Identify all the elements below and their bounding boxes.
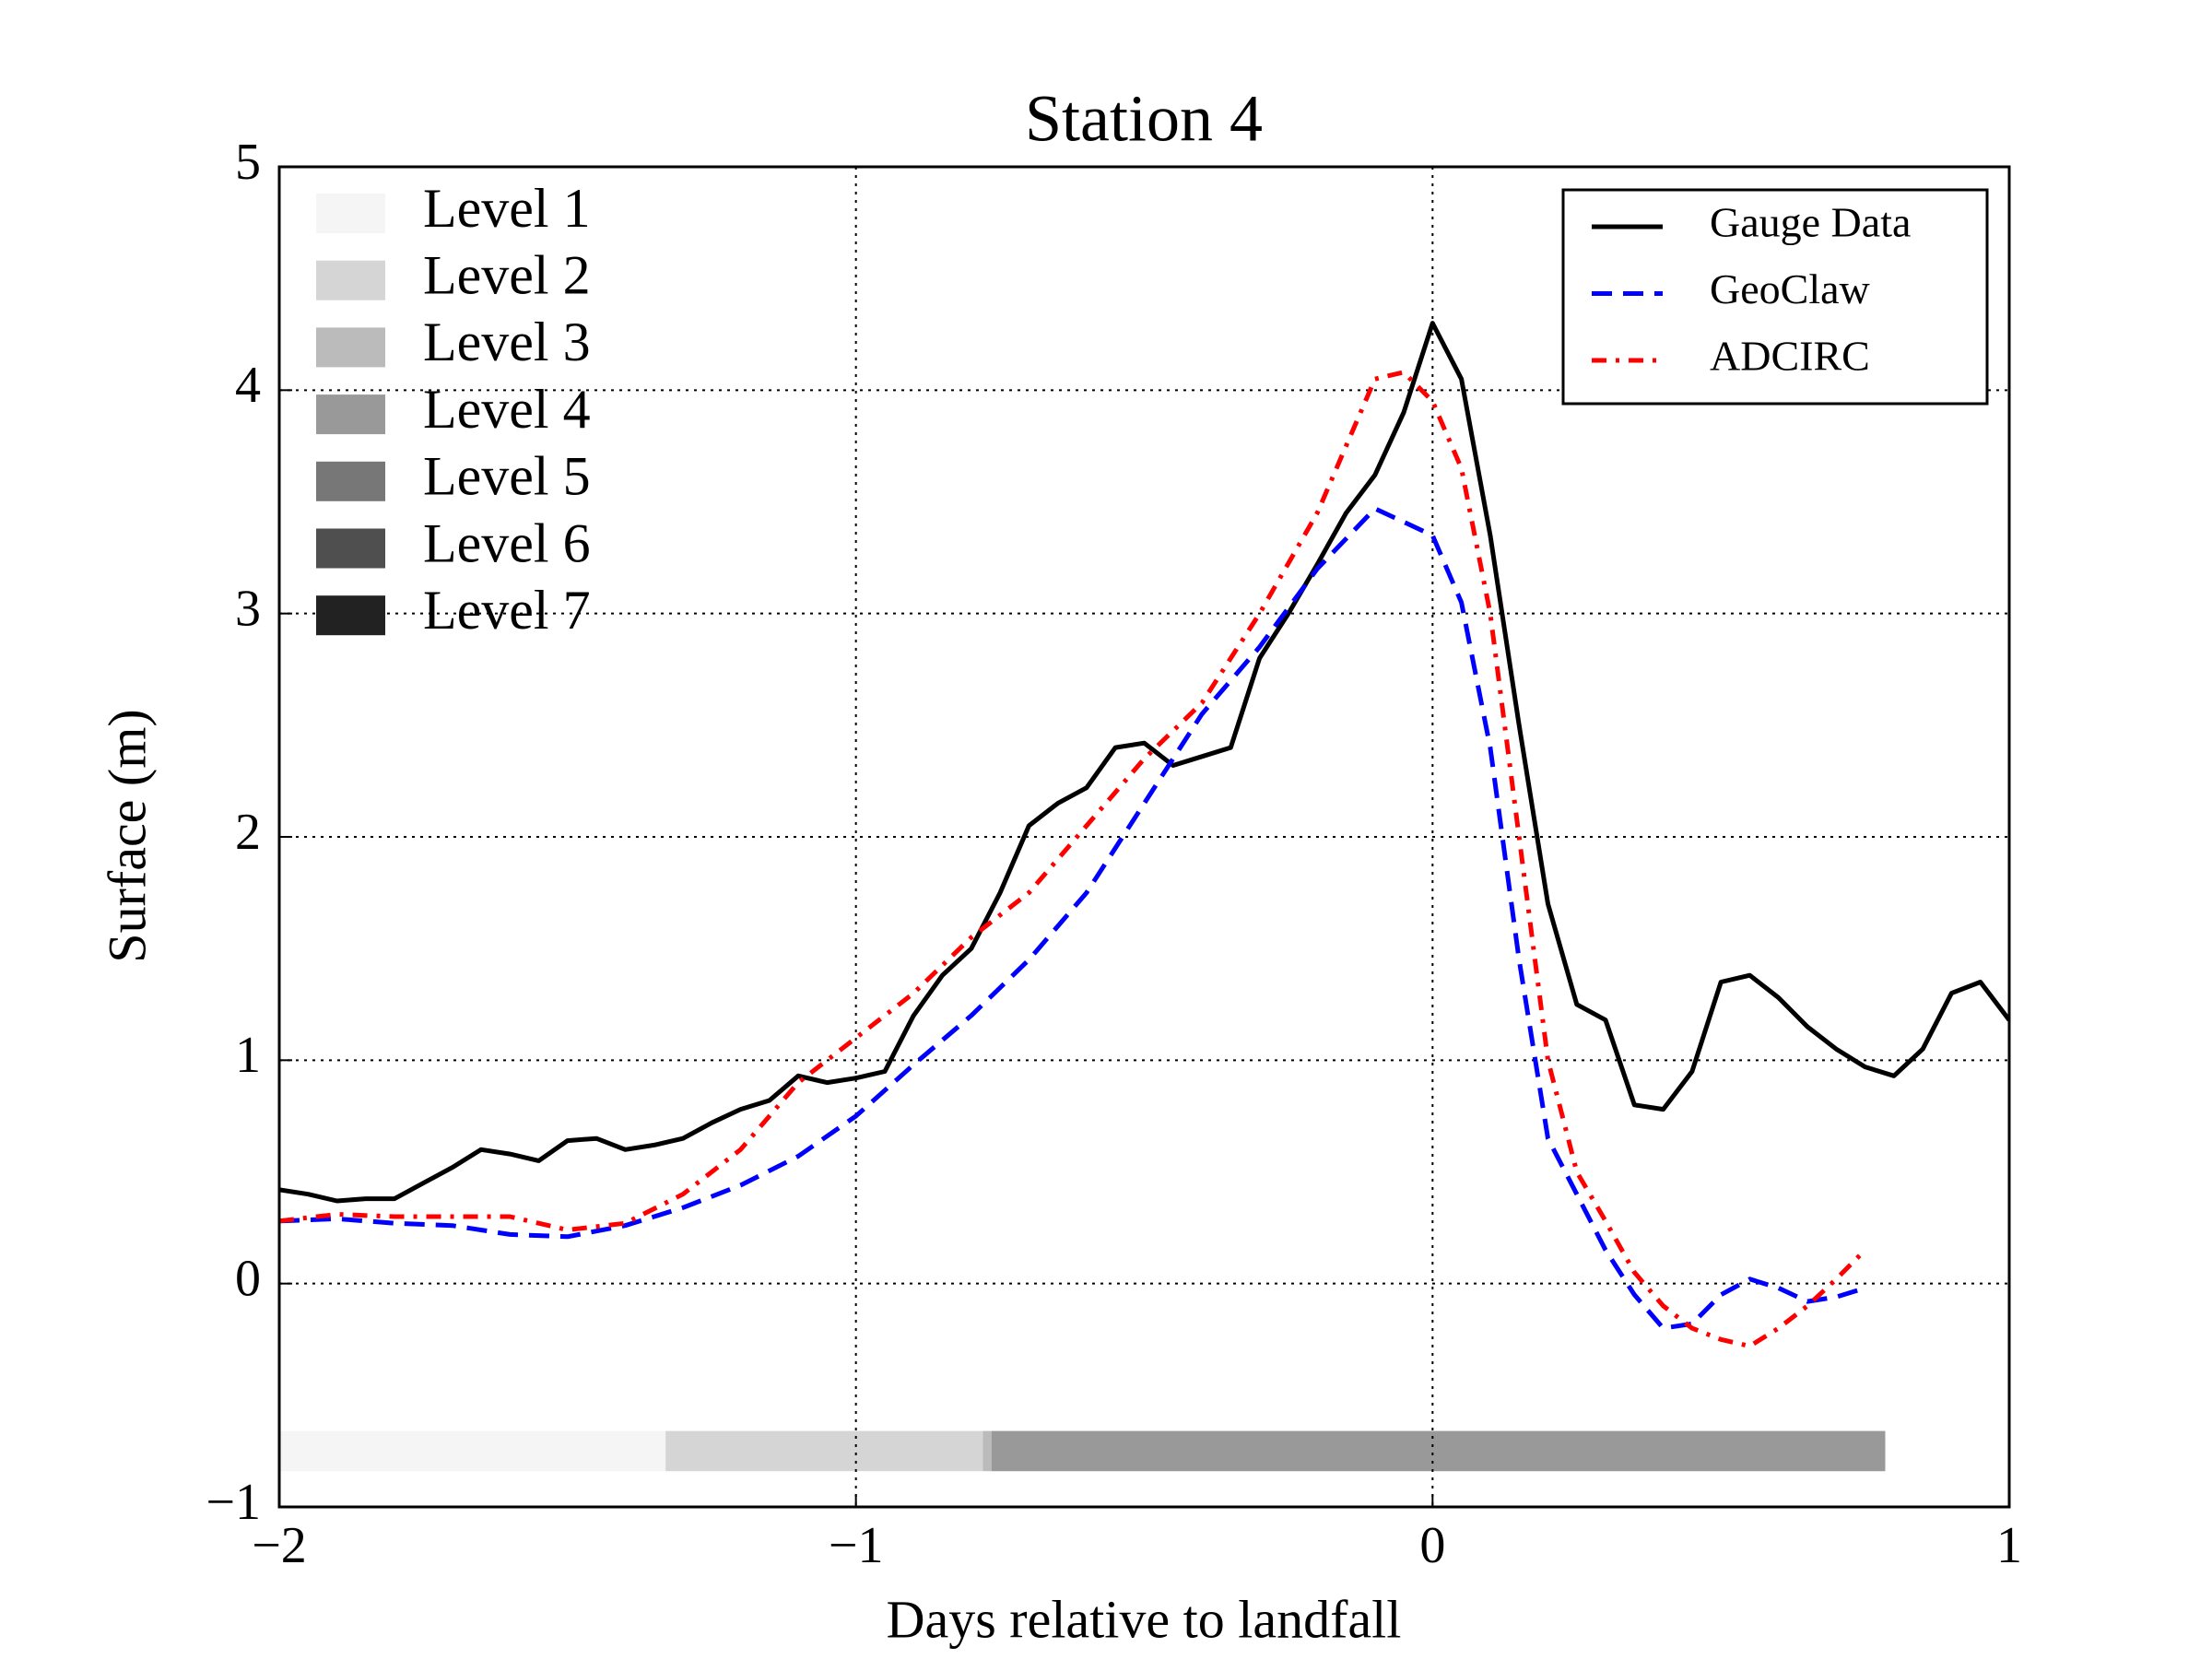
level-swatch — [316, 260, 385, 300]
chart-title: Station 4 — [1025, 82, 1263, 156]
series-line — [279, 321, 2009, 1204]
level-band — [665, 1430, 983, 1472]
series-line — [279, 370, 1867, 1348]
y-tick-label: 1 — [235, 1027, 261, 1084]
level-band — [982, 1430, 992, 1472]
level-label: Level 5 — [423, 446, 591, 507]
legend-label: ADCIRC — [1710, 333, 1870, 380]
x-tick-label: −2 — [252, 1517, 307, 1574]
level-label: Level 6 — [423, 512, 591, 573]
y-tick-label: −1 — [206, 1474, 261, 1531]
level-swatch — [316, 394, 385, 435]
level-label: Level 1 — [423, 178, 591, 239]
y-tick-label: 2 — [235, 804, 261, 861]
plot-frame — [277, 165, 2011, 1509]
legend-label: GeoClaw — [1710, 265, 1871, 312]
level-band — [991, 1430, 1886, 1472]
y-tick-label: 3 — [235, 581, 261, 638]
level-label: Level 4 — [423, 379, 591, 440]
legend: Gauge Data GeoClaw ADCIRC — [1561, 188, 1989, 406]
level-swatch — [316, 461, 385, 501]
x-tick-label: 0 — [1419, 1517, 1445, 1574]
x-tick-label: −1 — [829, 1517, 884, 1574]
legend-label: Gauge Data — [1710, 199, 1911, 246]
level-swatch — [316, 327, 385, 368]
y-axis-label: Surface (m) — [97, 709, 157, 962]
level-label: Level 3 — [423, 312, 591, 372]
level-swatch — [316, 528, 385, 569]
level-swatch — [316, 595, 385, 636]
level-label: Level 7 — [423, 580, 591, 641]
x-axis-label: Days relative to landfall — [887, 1589, 1402, 1649]
y-tick-label: 0 — [235, 1251, 261, 1308]
y-tick-label: 4 — [235, 357, 261, 414]
level-swatch — [316, 194, 385, 233]
level-band — [279, 1430, 666, 1472]
level-label: Level 2 — [423, 244, 591, 305]
y-tick-label: 5 — [235, 134, 261, 191]
x-tick-label: 1 — [1996, 1517, 2022, 1574]
